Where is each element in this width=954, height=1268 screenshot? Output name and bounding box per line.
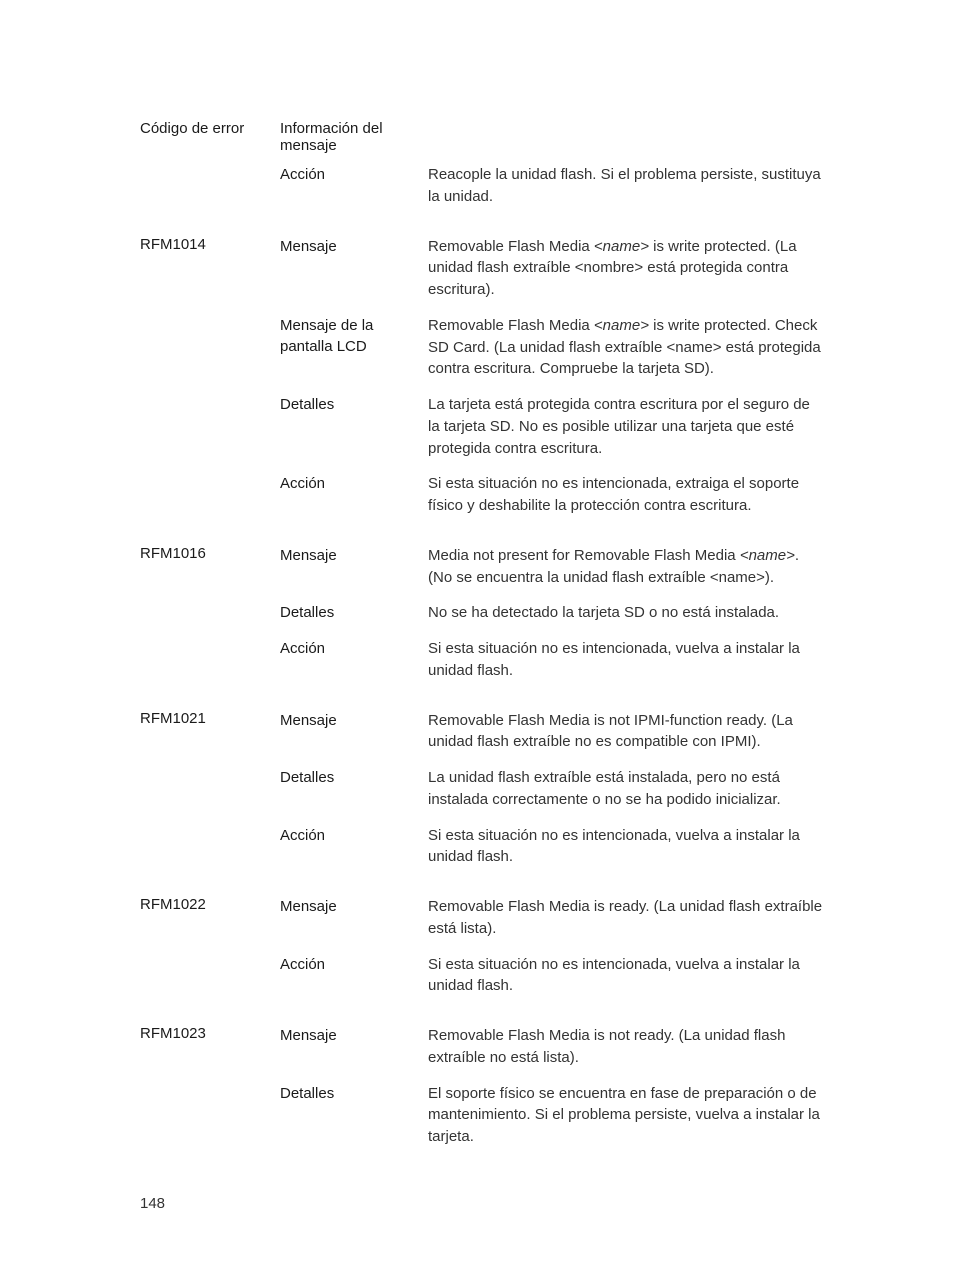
header-info: Información del mensaje xyxy=(280,120,430,154)
table-row: Detalles La unidad flash extraíble está … xyxy=(140,767,824,811)
table-row: Detalles No se ha detectado la tarjeta S… xyxy=(140,602,824,624)
entry-rfm1021: RFM1021 Mensaje Removable Flash Media is… xyxy=(140,710,824,869)
table-row: RFM1022 Mensaje Removable Flash Media is… xyxy=(140,896,824,940)
page-number: 148 xyxy=(140,1195,165,1212)
table-row: RFM1021 Mensaje Removable Flash Media is… xyxy=(140,710,824,754)
entry-rfm1022: RFM1022 Mensaje Removable Flash Media is… xyxy=(140,896,824,997)
table-row: Acción Si esta situación no es intencion… xyxy=(140,954,824,998)
label-lcd: Mensaje de la pantalla LCD xyxy=(280,315,428,380)
entry-rfm1014: RFM1014 Mensaje Removable Flash Media <n… xyxy=(140,236,824,517)
table-header: Código de error Información del mensaje xyxy=(140,120,824,154)
table-row: Acción Reacople la unidad flash. Si el p… xyxy=(140,164,824,208)
error-code: RFM1014 xyxy=(140,236,280,301)
error-code: RFM1016 xyxy=(140,545,280,589)
entry-rfm1016: RFM1016 Mensaje Media not present for Re… xyxy=(140,545,824,682)
value-detalles: La unidad flash extraíble está instalada… xyxy=(428,767,824,811)
var-name: <name> xyxy=(594,238,649,255)
error-code: RFM1021 xyxy=(140,710,280,754)
error-code: RFM1023 xyxy=(140,1025,280,1069)
table-row: Detalles El soporte físico se encuentra … xyxy=(140,1083,824,1148)
table-row: RFM1014 Mensaje Removable Flash Media <n… xyxy=(140,236,824,301)
label-detalles: Detalles xyxy=(280,394,428,459)
label-mensaje: Mensaje xyxy=(280,710,428,754)
header-code: Código de error xyxy=(140,120,280,154)
value-accion: Si esta situación no es intencionada, vu… xyxy=(428,954,824,998)
label-accion: Acción xyxy=(280,954,428,998)
table-row: Mensaje de la pantalla LCD Removable Fla… xyxy=(140,315,824,380)
value-accion: Reacople la unidad flash. Si el problema… xyxy=(428,164,824,208)
table-row: Acción Si esta situación no es intencion… xyxy=(140,825,824,869)
value-mensaje: Media not present for Removable Flash Me… xyxy=(428,545,824,589)
value-accion: Si esta situación no es intencionada, vu… xyxy=(428,825,824,869)
var-name: <name> xyxy=(594,317,649,334)
label-mensaje: Mensaje xyxy=(280,1025,428,1069)
label-mensaje: Mensaje xyxy=(280,236,428,301)
table-row: RFM1023 Mensaje Removable Flash Media is… xyxy=(140,1025,824,1069)
label-mensaje: Mensaje xyxy=(280,896,428,940)
table-row: RFM1016 Mensaje Media not present for Re… xyxy=(140,545,824,589)
value-detalles: La tarjeta está protegida contra escritu… xyxy=(428,394,824,459)
table-row: Acción Si esta situación no es intencion… xyxy=(140,638,824,682)
value-lcd: Removable Flash Media <name> is write pr… xyxy=(428,315,824,380)
var-name: <name> xyxy=(740,547,795,564)
error-code: RFM1022 xyxy=(140,896,280,940)
text: Removable Flash Media xyxy=(428,317,594,334)
text: Media not present for Removable Flash Me… xyxy=(428,547,740,564)
value-mensaje: Removable Flash Media is ready. (La unid… xyxy=(428,896,824,940)
value-mensaje: Removable Flash Media is not ready. (La … xyxy=(428,1025,824,1069)
label-accion: Acción xyxy=(280,825,428,869)
label-accion: Acción xyxy=(280,473,428,517)
entry-rfm1023: RFM1023 Mensaje Removable Flash Media is… xyxy=(140,1025,824,1148)
label-mensaje: Mensaje xyxy=(280,545,428,589)
value-mensaje: Removable Flash Media is not IPMI-functi… xyxy=(428,710,824,754)
value-mensaje: Removable Flash Media <name> is write pr… xyxy=(428,236,824,301)
value-detalles: El soporte físico se encuentra en fase d… xyxy=(428,1083,824,1148)
label-accion: Acción xyxy=(280,638,428,682)
value-accion: Si esta situación no es intencionada, ex… xyxy=(428,473,824,517)
label-detalles: Detalles xyxy=(280,602,428,624)
label-accion: Acción xyxy=(280,164,428,208)
label-detalles: Detalles xyxy=(280,767,428,811)
text: Removable Flash Media xyxy=(428,238,594,255)
value-accion: Si esta situación no es intencionada, vu… xyxy=(428,638,824,682)
entry-continuation: Acción Reacople la unidad flash. Si el p… xyxy=(140,164,824,208)
page-content: Código de error Información del mensaje … xyxy=(0,0,954,1148)
label-detalles: Detalles xyxy=(280,1083,428,1148)
value-detalles: No se ha detectado la tarjeta SD o no es… xyxy=(428,602,824,624)
table-row: Acción Si esta situación no es intencion… xyxy=(140,473,824,517)
table-row: Detalles La tarjeta está protegida contr… xyxy=(140,394,824,459)
